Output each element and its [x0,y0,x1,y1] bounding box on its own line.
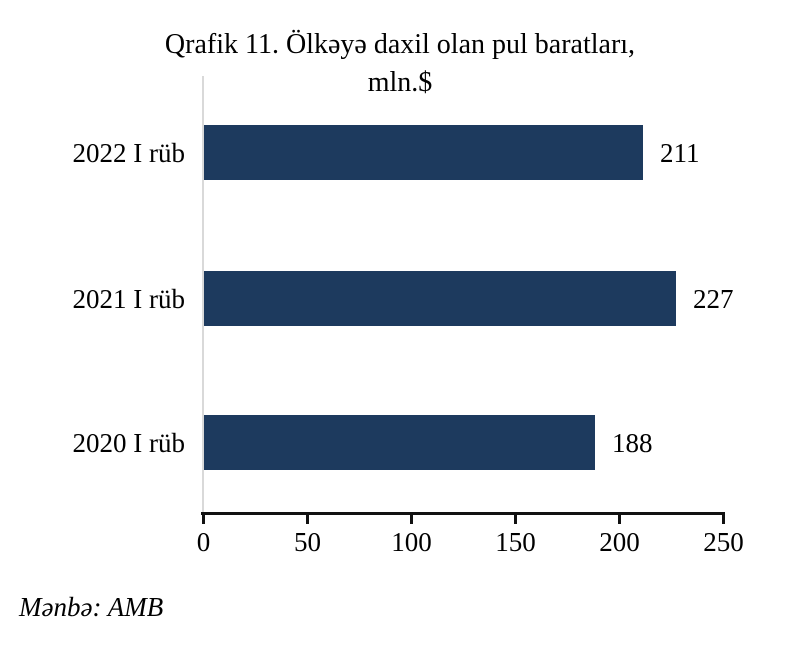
value-label: 227 [693,283,734,314]
bar [204,125,643,180]
chart-title-line-1: Qrafik 11. Ölkəyə daxil olan pul baratla… [164,29,636,60]
x-axis-tick [410,512,413,524]
x-axis-tick-label: 0 [196,527,211,557]
category-label: 2022 I rüb [72,137,185,168]
x-axis-tick [618,512,621,524]
source-note: Mənbə: AMB [19,592,164,622]
value-label: 211 [660,137,700,168]
x-axis-tick [514,512,517,524]
bar [204,415,595,470]
category-label: 2021 I rüb [72,283,185,314]
value-label: 188 [612,427,653,458]
zero-gridline [202,76,204,512]
x-axis-tick [306,512,309,524]
x-axis-tick-label: 200 [599,527,640,557]
x-axis-tick-label: 100 [391,527,432,557]
x-axis-tick-label: 50 [294,527,321,557]
chart-title: Qrafik 11. Ölkəyə daxil olan pul baratla… [0,26,800,102]
category-label: 2020 I rüb [72,427,185,458]
chart-title-line-2: mln.$ [367,67,433,98]
x-axis-tick-label: 250 [703,527,744,557]
x-axis-line [201,512,725,515]
x-axis-tick [202,512,205,524]
bar [204,271,676,326]
x-axis-tick [722,512,725,524]
x-axis-tick-label: 150 [495,527,536,557]
